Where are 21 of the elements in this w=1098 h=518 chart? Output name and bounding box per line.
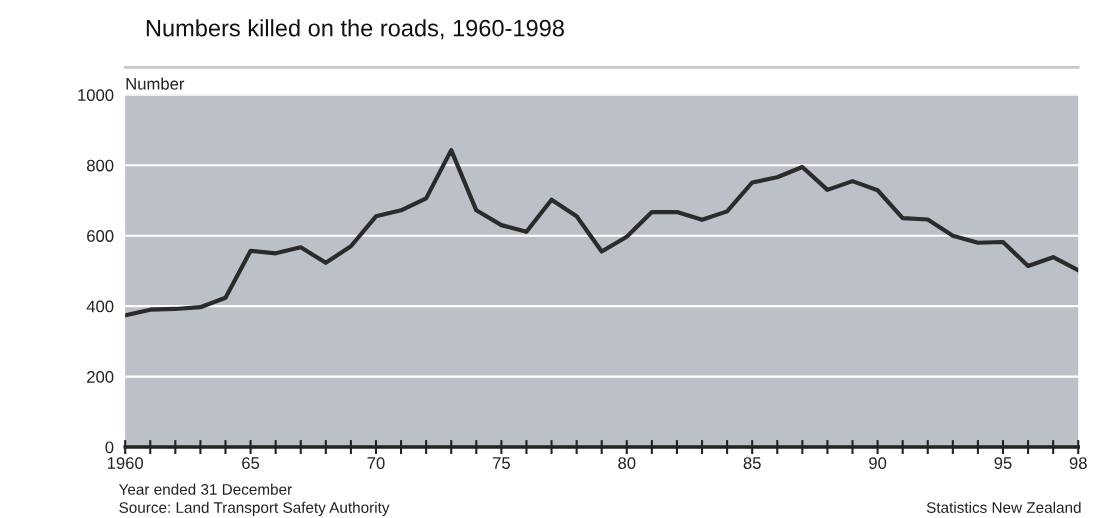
x-tick-label: 90 <box>869 457 887 469</box>
x-tick-label: 80 <box>618 457 636 469</box>
x-axis-title: Year ended 31 December <box>118 483 292 495</box>
x-tick-label: 75 <box>492 457 510 469</box>
y-tick-label: 600 <box>87 230 114 242</box>
x-tick-label: 95 <box>994 457 1012 469</box>
x-tick-label: 65 <box>242 457 260 469</box>
x-tick-label: 85 <box>743 457 761 469</box>
y-tick-label: 200 <box>87 370 114 383</box>
source-note: Source: Land Transport Safety Authority <box>119 501 390 516</box>
text: Statistics New Zealand <box>926 501 1081 513</box>
chart-title: Numbers killed on the roads, 1960-1998 <box>146 19 564 40</box>
y-tick-label: 1000 <box>78 89 114 101</box>
line-series <box>125 148 1079 318</box>
y-tick-label: 800 <box>86 159 114 172</box>
x-tick-label: 1960 <box>107 457 144 469</box>
y-tick-label: 400 <box>86 300 114 313</box>
x-tick-label: 98 <box>1069 457 1087 469</box>
y-axis-title: Number <box>126 77 185 90</box>
y-tick-label: 0 <box>105 441 114 454</box>
x-tick-label: 70 <box>367 457 385 469</box>
